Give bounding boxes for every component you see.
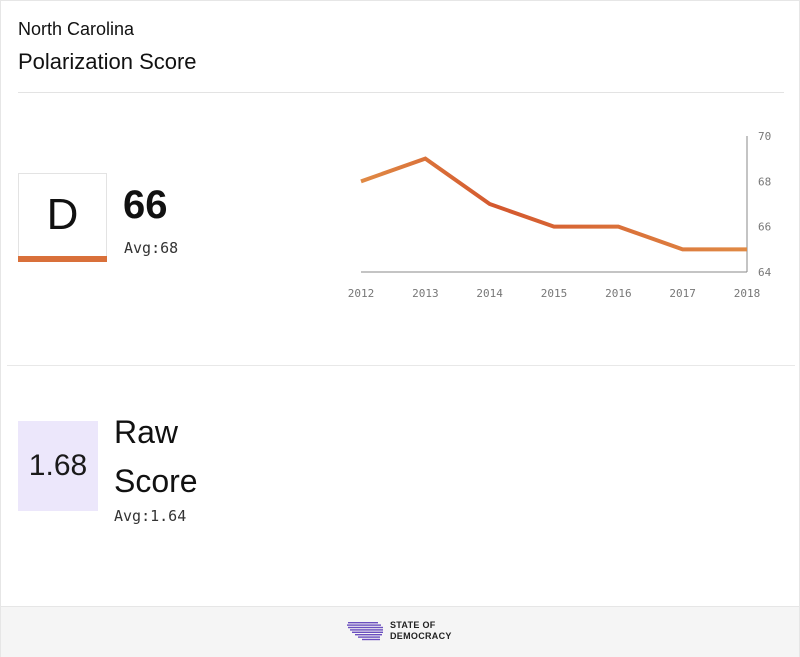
logo-line-1: STATE OF: [390, 620, 436, 630]
logo-stripe: [355, 634, 382, 636]
logo-stripe: [362, 638, 380, 641]
grade-underline: [18, 256, 107, 262]
trend-chart: 64 66 68 70 2012 2013 2014 2015 2016 2017 2018: [348, 130, 772, 300]
x-tick-label: 2018: [734, 287, 761, 300]
logo-line-2: DEMOCRACY: [390, 631, 452, 641]
raw-score-average: Avg:1.64: [114, 507, 187, 525]
logo-stripe: [352, 631, 383, 633]
y-tick-label: 70: [758, 130, 771, 143]
grade-letter-box: D: [18, 173, 107, 256]
x-tick-label: 2016: [605, 287, 632, 300]
y-tick-label: 68: [758, 175, 771, 188]
score-average: Avg:68: [124, 239, 179, 257]
raw-score-box: 1.68: [18, 421, 98, 511]
raw-score-label: Raw Score: [114, 414, 198, 499]
polarization-series-line: [360, 156, 747, 252]
footer: STATE OF DEMOCRACY: [1, 606, 799, 657]
x-tick-label: 2014: [476, 287, 503, 300]
us-map-icon: [347, 622, 383, 641]
x-tick-label: 2013: [412, 287, 439, 300]
x-tick-label: 2017: [669, 287, 696, 300]
logo-stripe: [348, 626, 383, 629]
middle-divider: [7, 365, 795, 366]
metric-title: Polarization Score: [18, 49, 197, 74]
state-of-democracy-logo[interactable]: STATE OF DEMOCRACY: [346, 619, 452, 643]
score-value: 66: [123, 183, 168, 227]
state-name: North Carolina: [18, 19, 135, 39]
logo-stripe: [350, 629, 383, 631]
top-divider: [18, 92, 784, 93]
y-tick-label: 64: [758, 266, 772, 279]
logo-stripe: [347, 624, 381, 626]
logo-stripe: [358, 636, 380, 638]
logo-stripe: [348, 622, 378, 624]
x-tick-label: 2015: [541, 287, 568, 300]
y-tick-label: 66: [758, 221, 771, 234]
x-tick-label: 2012: [348, 287, 375, 300]
